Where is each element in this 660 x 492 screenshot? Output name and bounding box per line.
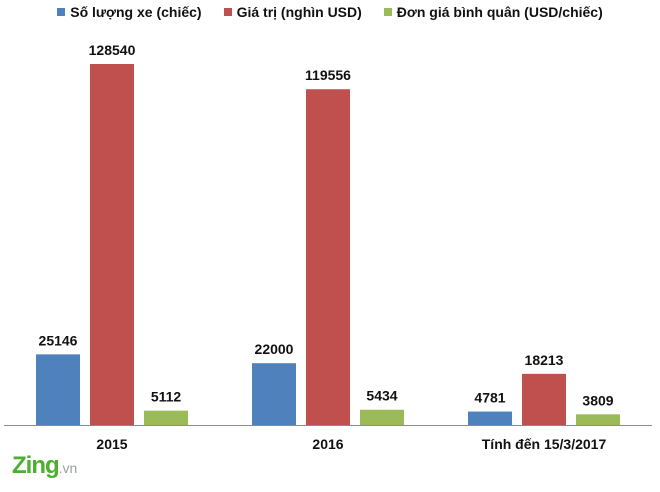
legend-label-quantity: Số lượng xe (chiếc) bbox=[70, 4, 202, 20]
legend-swatch-quantity bbox=[57, 8, 66, 16]
x-tick-label-2: 2016 bbox=[312, 436, 343, 452]
data-label-unit-price-1: 5112 bbox=[151, 389, 182, 405]
bar-value-2 bbox=[306, 89, 350, 426]
bar-unit-price-2 bbox=[360, 409, 404, 425]
legend-swatch-unit-price bbox=[383, 8, 392, 16]
bar-value-3 bbox=[522, 373, 566, 425]
bar-unit-price-3 bbox=[576, 414, 620, 425]
data-label-quantity-1: 25146 bbox=[39, 332, 78, 348]
legend-swatch-value bbox=[223, 8, 232, 16]
chart-legend: Số lượng xe (chiếc) Giá trị (nghìn USD) … bbox=[0, 4, 660, 20]
x-tick-label-3: Tính đến 15/3/2017 bbox=[482, 436, 607, 452]
bar-value-1 bbox=[90, 64, 134, 425]
legend-label-value: Giá trị (nghìn USD) bbox=[236, 4, 362, 20]
legend-item-value: Giá trị (nghìn USD) bbox=[223, 4, 362, 20]
data-label-quantity-2: 22000 bbox=[255, 341, 294, 357]
bar-quantity-3 bbox=[468, 411, 512, 425]
legend-item-unit-price: Đơn giá bình quân (USD/chiếc) bbox=[383, 4, 603, 20]
data-label-unit-price-2: 5434 bbox=[366, 388, 397, 404]
zing-logo: Zing.vn bbox=[12, 452, 77, 480]
data-label-value-1: 128540 bbox=[89, 42, 136, 58]
zing-logo-suffix: .vn bbox=[58, 460, 78, 476]
data-label-unit-price-3: 3809 bbox=[582, 392, 613, 408]
data-label-quantity-3: 4781 bbox=[474, 390, 505, 406]
zing-logo-brand: Zing bbox=[12, 452, 60, 479]
legend-label-unit-price: Đơn giá bình quân (USD/chiếc) bbox=[396, 4, 603, 20]
bar-quantity-1 bbox=[36, 354, 80, 425]
data-label-value-3: 18213 bbox=[525, 352, 564, 368]
x-tick-label-1: 2015 bbox=[96, 436, 127, 452]
legend-item-quantity: Số lượng xe (chiếc) bbox=[57, 4, 202, 20]
data-label-value-2: 119556 bbox=[305, 67, 351, 83]
bar-unit-price-1 bbox=[144, 410, 188, 425]
bar-quantity-2 bbox=[252, 363, 296, 425]
